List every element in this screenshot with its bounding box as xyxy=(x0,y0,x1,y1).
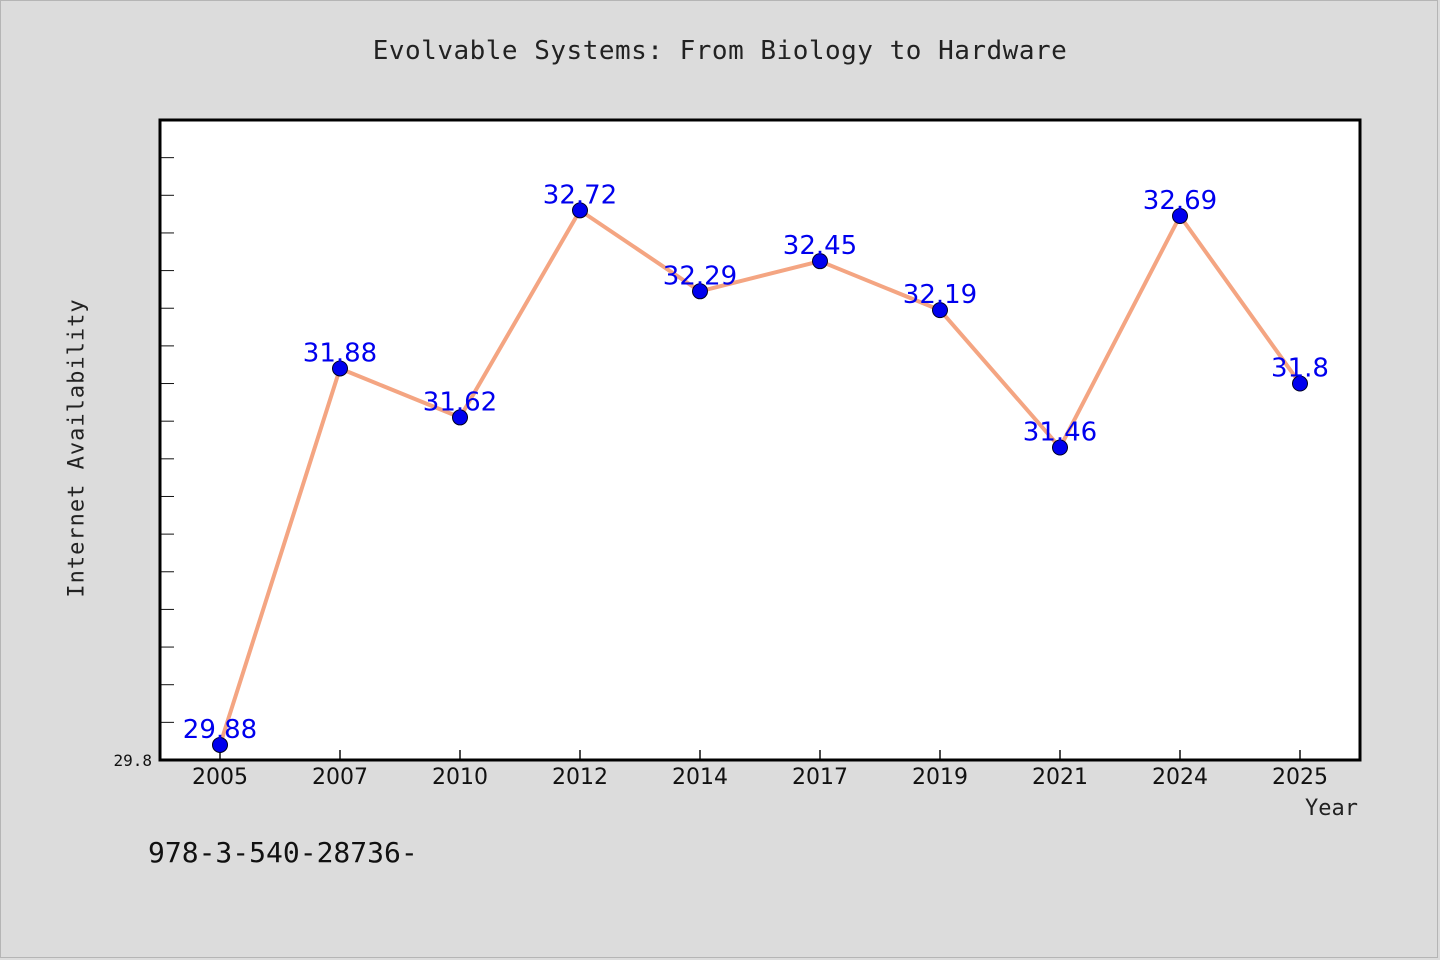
x-tick-label: 2019 xyxy=(912,765,968,790)
x-tick-label: 2021 xyxy=(1032,765,1088,790)
data-point xyxy=(1052,439,1068,456)
y-tick-label: 29.8 xyxy=(113,751,152,770)
data-point xyxy=(212,736,228,753)
data-label: 32.72 xyxy=(543,180,617,210)
x-tick-label: 2014 xyxy=(672,765,728,790)
data-point xyxy=(332,360,348,377)
data-point xyxy=(1172,208,1188,224)
data-point xyxy=(452,409,468,426)
x-tick-label: 2025 xyxy=(1272,765,1328,790)
data-label: 31.46 xyxy=(1023,418,1097,448)
data-point xyxy=(1292,375,1308,392)
data-point xyxy=(812,253,828,270)
plot-area xyxy=(160,120,1360,760)
chart-title: Evolvable Systems: From Biology to Hardw… xyxy=(372,36,1068,66)
data-label: 31.8 xyxy=(1271,354,1329,384)
x-tick-label: 2024 xyxy=(1152,765,1208,790)
data-label: 31.88 xyxy=(303,338,377,368)
x-tick-label: 2010 xyxy=(432,765,488,790)
series-line xyxy=(218,208,1302,747)
data-label: 32.19 xyxy=(903,280,977,310)
data-label: 32.29 xyxy=(663,261,737,291)
plot-border xyxy=(158,118,1362,762)
data-point xyxy=(692,283,708,300)
data-label: 32.69 xyxy=(1143,186,1217,216)
data-label: 32.45 xyxy=(783,231,857,261)
data-label: 29.88 xyxy=(183,715,257,745)
data-label: 31.62 xyxy=(423,387,497,417)
footnote-isbn: 978-3-540-28736- xyxy=(148,836,418,869)
data-point xyxy=(932,302,948,319)
x-tick-label: 2007 xyxy=(312,765,368,790)
data-point xyxy=(572,202,588,219)
x-tick-label: 2012 xyxy=(552,765,608,790)
x-tick-label: 2017 xyxy=(792,765,848,790)
x-tick-label: 2005 xyxy=(192,765,248,790)
x-axis-label: Year xyxy=(1305,796,1358,821)
